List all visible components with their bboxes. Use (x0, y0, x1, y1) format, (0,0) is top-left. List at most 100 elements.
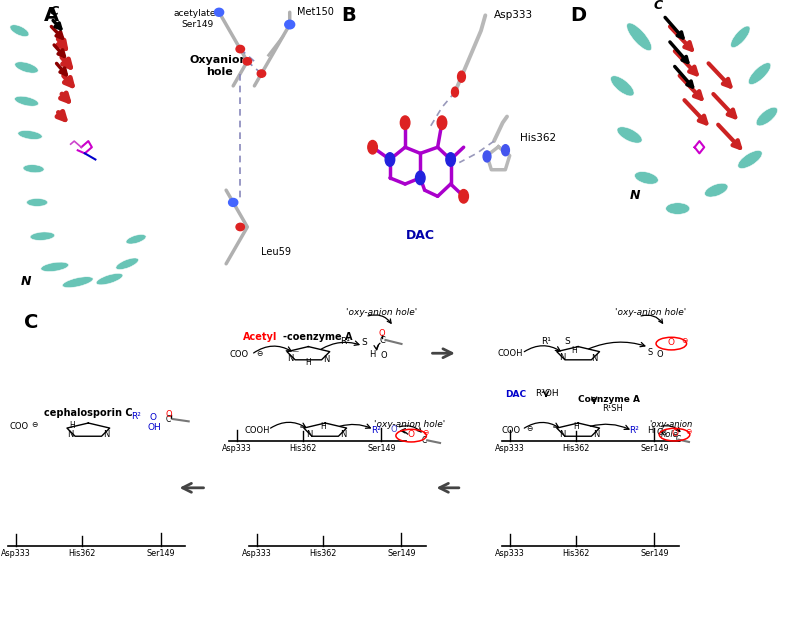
Ellipse shape (737, 150, 761, 169)
Text: N: N (67, 430, 74, 439)
Text: H: H (305, 358, 311, 367)
Text: ⊖: ⊖ (422, 428, 428, 437)
Text: B: B (341, 6, 355, 26)
Circle shape (445, 153, 455, 166)
Circle shape (385, 153, 395, 166)
Ellipse shape (41, 262, 69, 272)
Ellipse shape (115, 258, 139, 270)
Circle shape (367, 141, 377, 154)
Text: 'oxy-anion hole': 'oxy-anion hole' (374, 420, 444, 429)
Text: COO: COO (10, 422, 29, 431)
Circle shape (436, 116, 446, 130)
Text: O: O (670, 429, 677, 438)
Ellipse shape (616, 127, 642, 143)
Circle shape (257, 70, 265, 77)
Text: R²: R² (629, 426, 638, 435)
Text: O: O (379, 330, 385, 339)
Text: C: C (421, 436, 426, 445)
Text: D: D (569, 6, 585, 26)
Text: DAC: DAC (405, 229, 434, 242)
Text: N: N (322, 355, 329, 364)
Text: C: C (675, 435, 680, 444)
Text: O: O (380, 351, 387, 360)
Text: H: H (319, 422, 326, 431)
Text: N: N (306, 430, 312, 439)
Text: Ser149: Ser149 (367, 444, 395, 453)
Circle shape (229, 199, 237, 206)
Ellipse shape (755, 107, 776, 126)
Ellipse shape (634, 171, 658, 184)
Text: H: H (570, 346, 577, 355)
Text: N: N (629, 189, 639, 203)
Ellipse shape (18, 130, 43, 139)
Text: Ser149: Ser149 (639, 549, 668, 558)
Text: O: O (667, 338, 674, 347)
Text: COOH: COOH (244, 426, 269, 435)
Circle shape (400, 116, 409, 130)
Text: O: O (165, 410, 172, 419)
Text: acetylated
Ser149: acetylated Ser149 (173, 9, 221, 29)
Text: Asp333: Asp333 (241, 549, 272, 558)
Text: N: N (287, 354, 294, 363)
Text: His362: His362 (289, 444, 316, 453)
Text: COOH: COOH (497, 350, 523, 358)
Text: N: N (21, 275, 31, 288)
Text: His362: His362 (561, 444, 589, 453)
Ellipse shape (96, 273, 123, 285)
Text: 'oxy-anion
hole': 'oxy-anion hole' (648, 420, 691, 439)
Circle shape (457, 71, 465, 82)
Text: O: O (149, 413, 156, 422)
Text: —: — (292, 348, 298, 354)
Circle shape (214, 8, 224, 16)
Text: Oxyanion
hole: Oxyanion hole (189, 55, 248, 77)
Circle shape (483, 151, 490, 162)
Text: Asp333: Asp333 (221, 444, 252, 453)
Text: OH: OH (147, 423, 161, 432)
Text: C: C (379, 335, 385, 345)
Text: His362: His362 (520, 133, 556, 143)
Ellipse shape (730, 26, 749, 48)
Ellipse shape (610, 76, 634, 96)
Text: O: O (407, 430, 414, 439)
Text: Coenzyme A: Coenzyme A (577, 396, 639, 404)
Text: Acetyl: Acetyl (243, 332, 277, 342)
Text: H: H (646, 426, 653, 435)
Text: S: S (361, 338, 367, 347)
Text: ⊖: ⊖ (685, 427, 691, 436)
Text: A: A (44, 6, 59, 26)
Text: N: N (592, 431, 598, 440)
Text: N: N (339, 431, 346, 440)
Circle shape (285, 20, 294, 29)
Text: ⊖: ⊖ (31, 420, 38, 429)
Text: 'oxy-anion hole': 'oxy-anion hole' (614, 309, 685, 318)
Text: R¹: R¹ (340, 337, 350, 346)
Ellipse shape (126, 235, 146, 244)
Text: C: C (24, 313, 38, 332)
Text: R²: R² (371, 426, 380, 435)
Text: His362: His362 (561, 549, 589, 558)
Text: N: N (590, 355, 597, 364)
Ellipse shape (703, 183, 727, 197)
Ellipse shape (14, 96, 38, 106)
Text: COO: COO (500, 426, 520, 435)
Text: Ser149: Ser149 (639, 444, 668, 453)
Text: His362: His362 (68, 549, 95, 558)
Circle shape (236, 223, 244, 231)
Ellipse shape (63, 277, 93, 288)
Text: cephalosporin C: cephalosporin C (44, 408, 132, 418)
Text: Asp333: Asp333 (1, 549, 31, 558)
Text: O: O (390, 425, 396, 434)
Text: C: C (166, 415, 171, 424)
Text: H: H (69, 421, 75, 430)
Text: Ser149: Ser149 (146, 549, 175, 558)
Ellipse shape (665, 203, 689, 215)
Ellipse shape (747, 63, 770, 84)
Ellipse shape (626, 23, 651, 50)
Text: -coenzyme A: -coenzyme A (282, 332, 352, 342)
Text: 'oxy-anion hole': 'oxy-anion hole' (346, 309, 416, 318)
Text: N: N (103, 431, 109, 440)
Text: ⊖: ⊖ (526, 424, 533, 433)
Text: COO: COO (229, 350, 249, 359)
Text: C: C (653, 0, 662, 12)
Text: O: O (656, 350, 662, 359)
